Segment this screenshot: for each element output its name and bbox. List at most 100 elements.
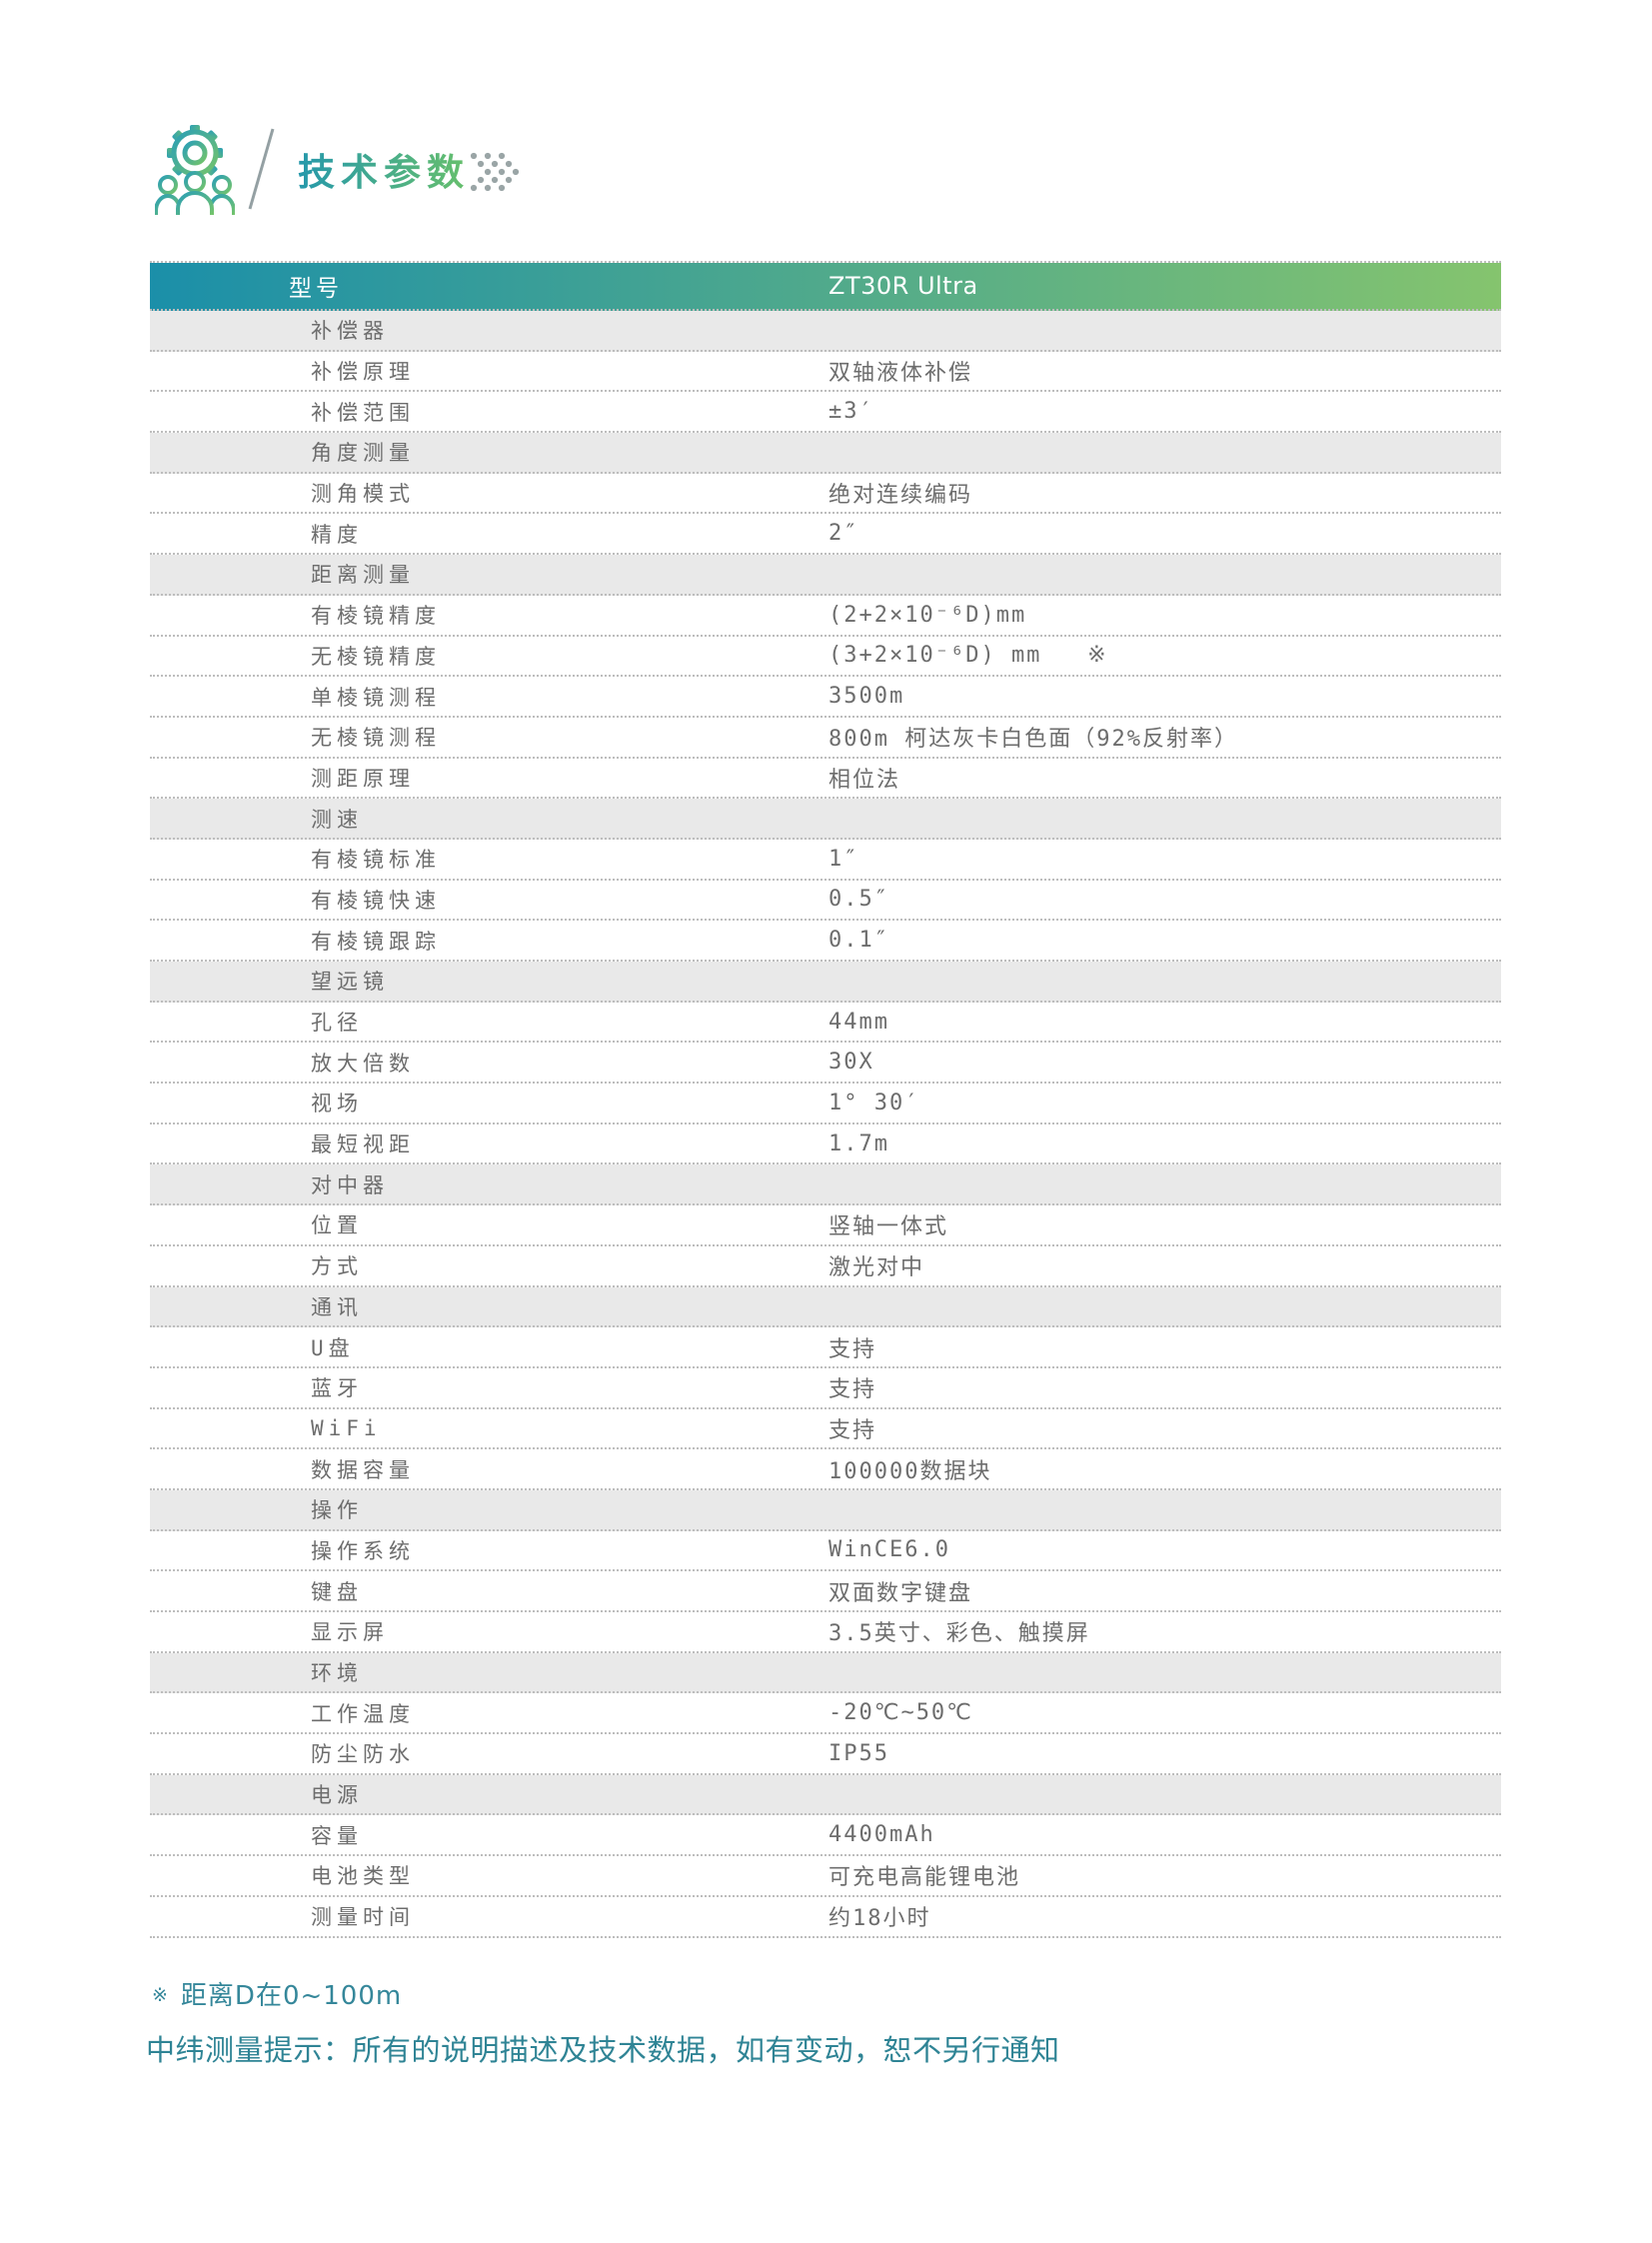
spec-row: 视场 1° 30′: [150, 1084, 1501, 1124]
spec-row: U盘 支持: [150, 1327, 1501, 1368]
spec-label: 操作系统: [311, 1538, 415, 1563]
spec-row: 测角模式 绝对连续编码: [150, 473, 1501, 515]
spec-row: 有棱镜标准 1″: [150, 839, 1501, 881]
spec-label: 距离测量: [311, 563, 415, 588]
spec-label: 放大倍数: [311, 1051, 415, 1076]
spec-label: 防尘防水: [311, 1742, 415, 1767]
slash-divider: [248, 128, 275, 210]
spec-row: 容量 4400mAh: [150, 1815, 1501, 1857]
section-header-row: 角度测量: [150, 433, 1501, 474]
spec-row: 无棱镜精度 (3+2×10⁻⁶D) mm ※: [150, 636, 1501, 678]
spec-label: 显示屏: [311, 1620, 389, 1645]
spec-value: 可充电高能锂电池: [828, 1865, 1021, 1891]
dots-arrow-icon: [470, 152, 520, 192]
spec-value: 双面数字键盘: [828, 1580, 973, 1606]
spec-row: 测量时间 约18小时: [150, 1896, 1501, 1938]
spec-label: 无棱镜测程: [311, 726, 441, 751]
spec-label: 视场: [311, 1092, 363, 1117]
section-header-row: 对中器: [150, 1164, 1501, 1206]
model-column-header: 型号: [289, 276, 343, 302]
spec-table-body: 补偿器补偿原理 双轴液体补偿补偿范围 ±3′ 角度测量测角模式 绝对连续编码精度 2″ 距离…: [150, 311, 1501, 1938]
section-header-row: 操作: [150, 1489, 1501, 1531]
spec-row: WiFi 支持: [150, 1408, 1501, 1450]
spec-value: 800m 柯达灰卡白色面（92%反射率）: [828, 727, 1238, 753]
spec-row: 补偿原理 双轴液体补偿: [150, 351, 1501, 393]
section-header-row: 测速: [150, 799, 1501, 840]
spec-row: 操作系统 WinCE6.0: [150, 1530, 1501, 1572]
spec-label: 容量: [311, 1823, 363, 1848]
spec-value: (2+2×10⁻⁶D)mm: [828, 602, 1027, 628]
spec-row: 显示屏 3.5英寸、彩色、触摸屏: [150, 1612, 1501, 1653]
section-header-row: 环境: [150, 1652, 1501, 1694]
gears-people-icon: [155, 125, 235, 215]
section-header-row: 望远镜: [150, 962, 1501, 1003]
spec-label: 数据容量: [311, 1457, 415, 1482]
spec-value: 1.7m: [828, 1130, 889, 1156]
spec-value: 绝对连续编码: [828, 483, 973, 509]
spec-label: 对中器: [311, 1172, 389, 1197]
spec-value: 4400mAh: [828, 1822, 935, 1848]
spec-label: WiFi: [311, 1415, 382, 1440]
spec-row: 单棱镜测程 3500m: [150, 677, 1501, 718]
spec-label: 测量时间: [311, 1905, 415, 1930]
spec-label: 无棱镜精度: [311, 644, 441, 669]
spec-row: 测距原理 相位法: [150, 758, 1501, 800]
spec-label: 望远镜: [311, 970, 389, 995]
spec-row: 无棱镜测程 800m 柯达灰卡白色面（92%反射率）: [150, 717, 1501, 759]
spec-label: 有棱镜精度: [311, 604, 441, 629]
spec-label: 补偿原理: [311, 360, 415, 385]
spec-label: 蓝牙: [311, 1376, 363, 1401]
section-header-row: 电源: [150, 1774, 1501, 1816]
spec-value: 支持: [828, 1336, 877, 1362]
people-icon: [155, 171, 235, 215]
spec-row: 蓝牙 支持: [150, 1367, 1501, 1409]
spec-label: 键盘: [311, 1579, 363, 1604]
spec-row: 防尘防水 IP55: [150, 1734, 1501, 1775]
spec-label: 方式: [311, 1254, 363, 1279]
spec-row: 数据容量 100000数据块: [150, 1449, 1501, 1490]
spec-value: (3+2×10⁻⁶D) mm ※: [828, 643, 1108, 669]
section-header-row: 通讯: [150, 1286, 1501, 1328]
spec-value: 竖轴一体式: [828, 1214, 949, 1240]
spec-label: 最短视距: [311, 1132, 415, 1157]
spec-value: 支持: [828, 1377, 877, 1403]
spec-row: 方式 激光对中: [150, 1245, 1501, 1287]
spec-label: 测角模式: [311, 482, 415, 507]
spec-row: 放大倍数 30X: [150, 1043, 1501, 1085]
spec-value: 1″: [828, 846, 859, 872]
spec-label: 工作温度: [311, 1701, 415, 1726]
spec-value: 支持: [828, 1417, 877, 1443]
spec-row: 有棱镜精度 (2+2×10⁻⁶D)mm: [150, 595, 1501, 637]
footnote-disclaimer: 中纬测量提示：所有的说明描述及技术数据，如有变动，恕不另行通知: [146, 2033, 1060, 2067]
spec-row: 补偿范围 ±3′: [150, 392, 1501, 434]
spec-label: 精度: [311, 522, 363, 547]
spec-value: 双轴液体补偿: [828, 361, 973, 387]
spec-label: 测距原理: [311, 766, 415, 791]
spec-label: 通讯: [311, 1294, 363, 1319]
spec-label: 测速: [311, 807, 363, 832]
spec-label: 电池类型: [311, 1864, 415, 1889]
spec-label: 电源: [311, 1783, 363, 1808]
spec-row: 最短视距 1.7m: [150, 1123, 1501, 1165]
spec-value: ±3′: [828, 399, 874, 425]
spec-label: 角度测量: [311, 441, 415, 466]
spec-label: 孔径: [311, 1011, 363, 1036]
spec-value: 0.5″: [828, 887, 889, 913]
spec-row: 精度 2″: [150, 514, 1501, 556]
spec-value: 激光对中: [828, 1255, 925, 1281]
spec-label: 补偿范围: [311, 400, 415, 425]
spec-value: 44mm: [828, 1009, 889, 1035]
spec-row: 有棱镜快速 0.5″: [150, 880, 1501, 922]
footnote-distance-text: 距离D在0~100m: [180, 1981, 403, 2011]
spec-row: 有棱镜跟踪 0.1″: [150, 921, 1501, 962]
table-header-row: 型号 ZT30R Ultra: [150, 263, 1501, 311]
spec-label: 补偿器: [311, 319, 389, 344]
section-header-row: 补偿器: [150, 311, 1501, 352]
spec-label: 位置: [311, 1213, 363, 1238]
spec-value: 100000数据块: [828, 1458, 992, 1484]
spec-value: 30X: [828, 1050, 874, 1076]
spec-row: 工作温度 -20℃~50℃: [150, 1693, 1501, 1735]
spec-value: -20℃~50℃: [828, 1700, 973, 1726]
spec-row: 位置 竖轴一体式: [150, 1205, 1501, 1246]
